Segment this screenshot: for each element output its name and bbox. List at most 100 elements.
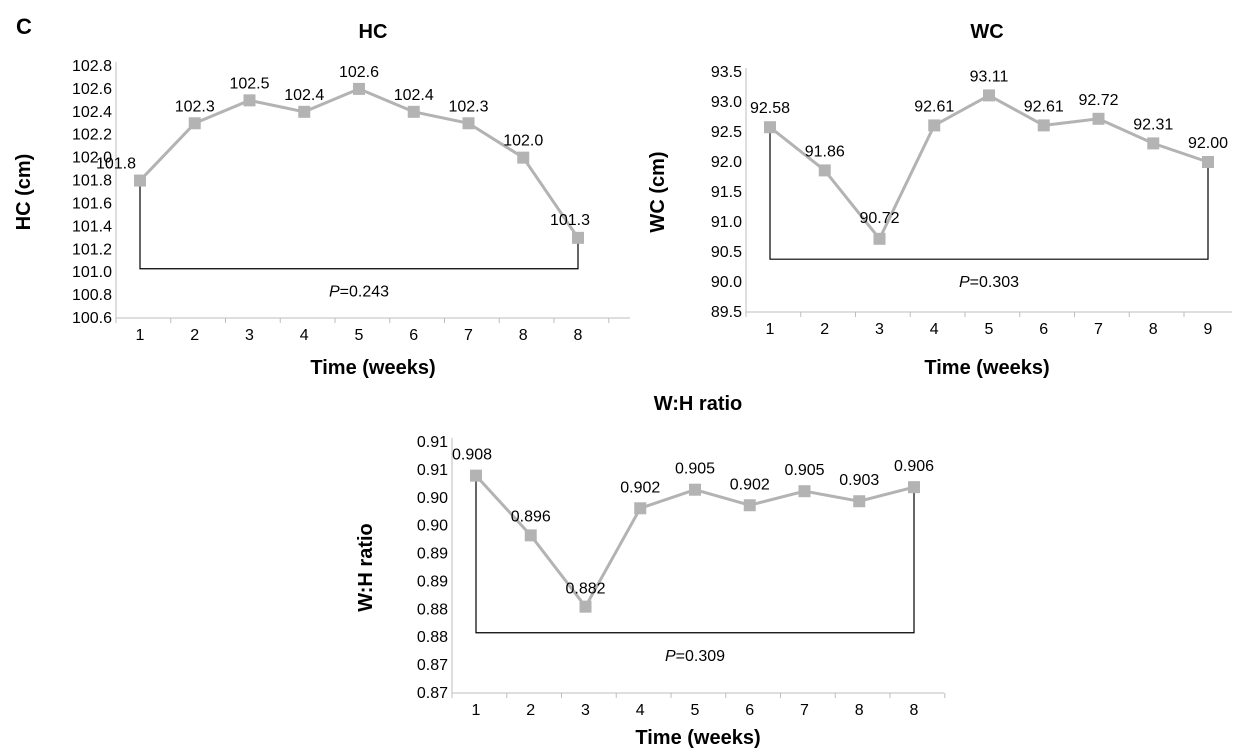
- y-tick-label: 101.6: [72, 195, 112, 212]
- data-point: [853, 495, 866, 508]
- y-tick-label: 0.90: [417, 490, 448, 507]
- data-point: [134, 174, 146, 187]
- data-point: [873, 232, 886, 245]
- x-tick-label: 5: [691, 702, 700, 719]
- data-point: [407, 105, 420, 118]
- y-tick-label: 100.8: [72, 287, 112, 304]
- data-point: [524, 529, 537, 542]
- x-tick-label: 8: [855, 702, 864, 719]
- x-tick-label: 8: [1149, 321, 1158, 338]
- data-point: [1147, 137, 1160, 150]
- y-tick-label: 101.8: [72, 173, 112, 190]
- y-tick-label: 93.5: [711, 64, 742, 81]
- y-tick-label: 101.0: [72, 264, 112, 281]
- data-label: 102.5: [229, 75, 269, 92]
- data-label: 92.58: [750, 100, 790, 117]
- x-axis-title: Time (weeks): [310, 357, 435, 379]
- data-label: 102.3: [448, 98, 488, 115]
- data-label: 91.86: [805, 143, 845, 160]
- y-tick-label: 100.6: [72, 310, 112, 327]
- y-axis-title: W:H ratio: [355, 523, 377, 612]
- data-point: [470, 469, 482, 482]
- x-tick-label: 2: [190, 327, 199, 344]
- y-tick-label: 92.0: [711, 154, 742, 171]
- data-point: [743, 499, 756, 512]
- x-tick-label: 7: [1094, 321, 1103, 338]
- data-label: 0.882: [565, 581, 605, 598]
- significance-bracket: [139, 180, 579, 270]
- p-value-text: =0.243: [340, 284, 389, 301]
- p-value-text: =0.303: [970, 274, 1019, 291]
- chart-3: W:H ratio 0.91 0.91 0.90 0.90 0.89 0.89 0.88 0.8…: [355, 393, 946, 749]
- data-point: [1202, 156, 1214, 168]
- data-label: 101.8: [96, 156, 136, 173]
- data-label: 0.905: [675, 461, 715, 478]
- x-tick-label: 6: [745, 702, 754, 719]
- data-point: [579, 600, 592, 613]
- x-tick-label: 2: [526, 702, 535, 719]
- y-tick-label: 101.4: [72, 218, 112, 235]
- data-point: [1037, 119, 1050, 132]
- data-label: 0.905: [784, 462, 824, 479]
- x-axis-title: Time (weeks): [924, 357, 1049, 379]
- data-label: 0.903: [839, 472, 879, 489]
- data-point: [243, 94, 256, 107]
- x-tick-label: 7: [464, 327, 473, 344]
- x-tick-label: 2: [820, 321, 829, 338]
- data-point: [764, 121, 776, 134]
- y-tick-label: 0.87: [417, 657, 448, 674]
- y-tick-label: 102.2: [72, 127, 112, 144]
- y-tick-label: 102.6: [72, 81, 112, 98]
- data-label: 102.0: [503, 133, 543, 150]
- x-tick-label: 4: [930, 321, 939, 338]
- p-value-text: =0.309: [676, 648, 725, 665]
- data-point: [634, 502, 647, 515]
- y-tick-label: 102.8: [72, 58, 112, 75]
- y-tick-label: 0.88: [417, 629, 448, 646]
- data-point: [1092, 112, 1105, 125]
- data-label: 90.72: [859, 210, 899, 227]
- data-point: [689, 483, 701, 496]
- x-tick-label: 1: [136, 327, 145, 344]
- x-tick-label: 3: [245, 327, 254, 344]
- p-value-annotation: P=0.303: [959, 274, 1019, 291]
- y-tick-label: 89.5: [711, 304, 742, 321]
- x-tick-label: 5: [355, 327, 364, 344]
- x-tick-label: 8: [574, 327, 583, 344]
- y-tick-label: 0.89: [417, 546, 448, 563]
- y-axis-title: HC (cm): [13, 154, 35, 231]
- x-tick-label: 1: [766, 321, 775, 338]
- x-tick-label: 4: [300, 327, 309, 344]
- x-tick-label: 1: [472, 702, 481, 719]
- y-tick-label: 102.4: [72, 104, 112, 121]
- y-tick-label: 91.0: [711, 214, 742, 231]
- data-label: 92.61: [914, 98, 954, 115]
- x-tick-label: 9: [1204, 321, 1213, 338]
- y-tick-label: 90.0: [711, 274, 742, 291]
- x-tick-label: 7: [800, 702, 809, 719]
- figure-label: C: [16, 14, 32, 39]
- y-tick-label: 90.5: [711, 244, 742, 261]
- data-label: 92.31: [1133, 116, 1173, 133]
- data-label: 0.908: [452, 447, 492, 464]
- p-value-symbol: P: [665, 648, 676, 665]
- chart-1: HC102.8102.6102.4102.2102.0101.8101.6101…: [13, 21, 630, 379]
- y-tick-label: 93.0: [711, 94, 742, 111]
- x-tick-label: 8: [910, 702, 919, 719]
- data-label: 101.3: [550, 212, 590, 229]
- p-value-symbol: P: [329, 284, 340, 301]
- y-tick-label: 0.91: [417, 462, 448, 479]
- x-tick-label: 5: [985, 321, 994, 338]
- data-label: 102.3: [175, 98, 215, 115]
- data-point: [462, 117, 475, 130]
- y-tick-label: 0.88: [417, 601, 448, 618]
- significance-bracket: [475, 475, 915, 634]
- y-tick-label: 102.0: [72, 150, 112, 167]
- data-label: 102.4: [284, 87, 324, 104]
- x-tick-label: 6: [409, 327, 418, 344]
- p-value-symbol: P: [959, 274, 970, 291]
- data-point: [353, 82, 365, 95]
- x-tick-label: 8: [519, 327, 528, 344]
- y-tick-label: 91.5: [711, 184, 742, 201]
